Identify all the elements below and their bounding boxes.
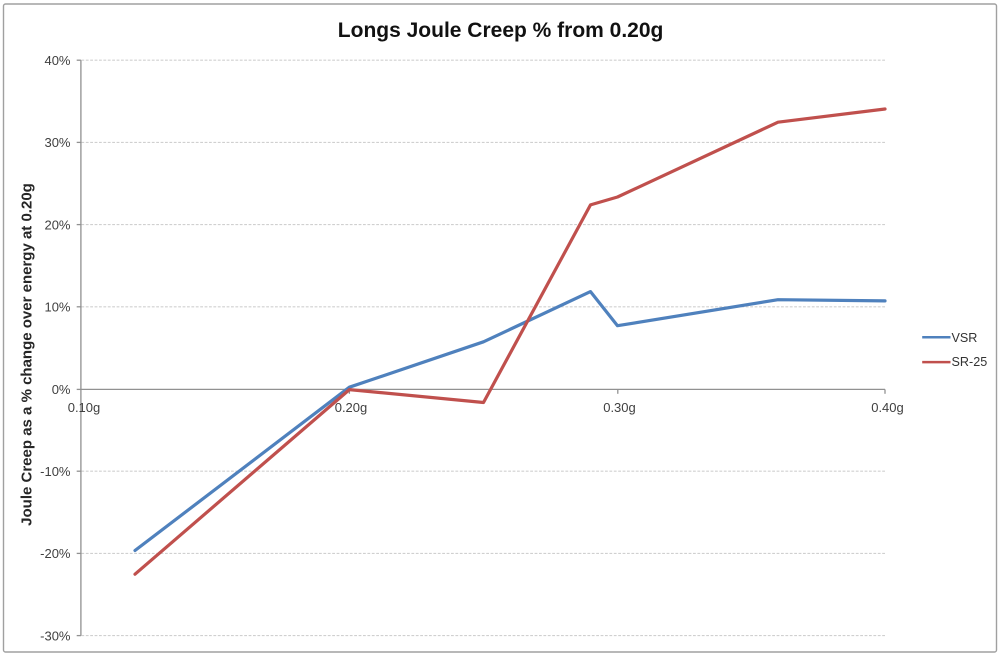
svg-text:0.10g: 0.10g: [68, 400, 101, 415]
svg-text:30%: 30%: [44, 135, 70, 150]
svg-text:-10%: -10%: [40, 464, 71, 479]
svg-text:0.40g: 0.40g: [871, 400, 904, 415]
svg-text:VSR: VSR: [952, 331, 978, 345]
svg-text:Joule Creep as a % change over: Joule Creep as a % change over energy at…: [19, 183, 36, 526]
svg-text:0%: 0%: [52, 382, 71, 397]
svg-text:0.30g: 0.30g: [603, 400, 636, 415]
svg-text:0.20g: 0.20g: [335, 400, 368, 415]
svg-text:40%: 40%: [44, 53, 70, 68]
svg-text:Longs Joule Creep % from 0.20g: Longs Joule Creep % from 0.20g: [338, 19, 664, 42]
svg-text:-20%: -20%: [40, 546, 71, 561]
svg-text:SR-25: SR-25: [952, 355, 988, 369]
svg-text:10%: 10%: [44, 300, 70, 315]
svg-text:-30%: -30%: [40, 628, 71, 643]
svg-text:20%: 20%: [44, 217, 70, 232]
